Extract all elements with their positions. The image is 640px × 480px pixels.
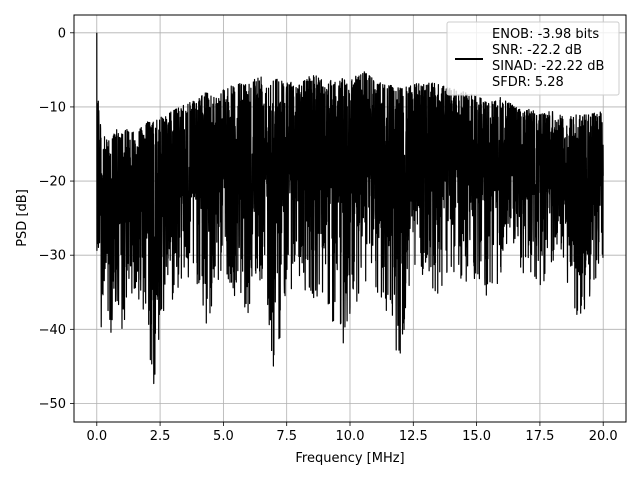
x-tick-label: 15.0	[462, 429, 491, 444]
psd-series	[96, 32, 604, 385]
y-tick-label: −40	[39, 323, 66, 338]
x-tick-label: 2.5	[150, 429, 171, 444]
y-axis-ticks: 0 −10 −20 −30 −40 −50	[39, 26, 74, 412]
plot-area	[96, 32, 604, 385]
y-tick-label: −50	[39, 397, 66, 412]
y-axis-label: PSD [dB]	[15, 189, 30, 247]
x-tick-label: 5.0	[213, 429, 234, 444]
y-tick-label: 0	[58, 26, 66, 41]
x-tick-label: 17.5	[525, 429, 554, 444]
psd-line	[96, 32, 604, 385]
y-tick-label: −30	[39, 249, 66, 264]
y-tick-label: −10	[39, 100, 66, 115]
legend-enob: ENOB: -3.98 bits	[492, 27, 599, 42]
x-axis-label: Frequency [MHz]	[295, 451, 404, 466]
legend-box	[446, 21, 620, 96]
legend-sfdr: SFDR: 5.28	[492, 75, 564, 90]
x-tick-label: 10.0	[336, 429, 365, 444]
legend-snr: SNR: -22.2 dB	[492, 43, 582, 58]
legend-sinad: SINAD: -22.22 dB	[492, 59, 604, 74]
x-tick-label: 12.5	[399, 429, 428, 444]
x-axis-ticks: 0.0 2.5 5.0 7.5 10.0 12.5 15.0 17.5 20.0	[86, 422, 618, 444]
x-tick-label: 20.0	[589, 429, 618, 444]
x-tick-label: 7.5	[276, 429, 297, 444]
x-tick-label: 0.0	[86, 429, 107, 444]
y-tick-label: −20	[39, 175, 66, 190]
legend: ENOB: -3.98 bits SNR: -22.2 dB SINAD: -2…	[446, 21, 620, 96]
